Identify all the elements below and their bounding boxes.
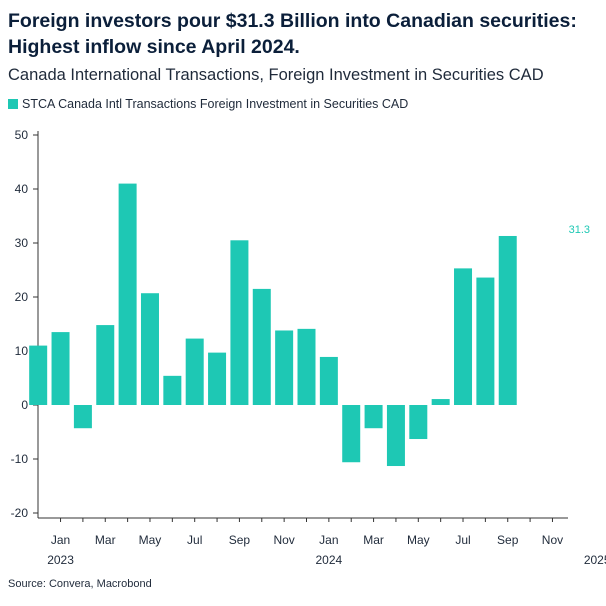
bar: [163, 375, 182, 405]
x-tick-label: May: [407, 533, 430, 547]
chart-subtitle: Canada International Transactions, Forei…: [8, 66, 544, 84]
bar: [364, 405, 383, 429]
y-tick-label: -20: [11, 506, 29, 520]
bar: [29, 345, 48, 405]
bar: [476, 277, 495, 405]
bar: [386, 405, 405, 467]
bar: [230, 240, 249, 405]
x-tick-label: Nov: [273, 533, 294, 547]
x-tick-label: Mar: [95, 533, 116, 547]
bar: [51, 332, 70, 405]
bar: [96, 325, 115, 405]
x-tick-label: Jan: [319, 533, 338, 547]
y-tick-label: -10: [11, 452, 29, 466]
legend-swatch: [8, 99, 18, 109]
x-tick-label: Mar: [363, 533, 384, 547]
bar: [252, 288, 271, 405]
x-tick-label: Jul: [187, 533, 202, 547]
x-tick-label: Jul: [455, 533, 470, 547]
bar: [409, 405, 428, 440]
y-tick-label: 10: [15, 344, 29, 358]
x-year-label: 2024: [316, 553, 343, 567]
bar: [275, 330, 294, 405]
x-tick-label: Nov: [542, 533, 563, 547]
x-year-label: 2023: [47, 553, 74, 567]
y-tick-label: 30: [15, 236, 29, 250]
y-tick-label: 50: [15, 128, 29, 142]
legend-label: STCA Canada Intl Transactions Foreign In…: [22, 97, 409, 111]
x-year-label: 2025: [584, 553, 606, 567]
bar: [431, 399, 450, 405]
bar: [140, 293, 159, 405]
y-tick-label: 40: [15, 182, 29, 196]
x-tick-label: May: [139, 533, 162, 547]
bar: [342, 405, 361, 463]
bar: [118, 183, 137, 405]
bar: [73, 405, 92, 429]
x-tick-label: Sep: [497, 533, 519, 547]
x-tick-label: Jan: [51, 533, 70, 547]
bar: [454, 268, 473, 405]
bar: [297, 328, 316, 405]
y-tick-label: 0: [21, 398, 28, 412]
legend: STCA Canada Intl Transactions Foreign In…: [8, 96, 408, 112]
bar: [498, 235, 517, 405]
bar: [185, 338, 204, 405]
chart-title: Foreign investors pour $31.3 Billion int…: [8, 10, 577, 58]
last-value-label: 31.3: [569, 224, 590, 236]
y-tick-label: 20: [15, 290, 29, 304]
bar: [208, 352, 227, 405]
x-tick-label: Sep: [229, 533, 251, 547]
bar: [319, 356, 338, 405]
source-note: Source: Convera, Macrobond: [8, 578, 152, 590]
